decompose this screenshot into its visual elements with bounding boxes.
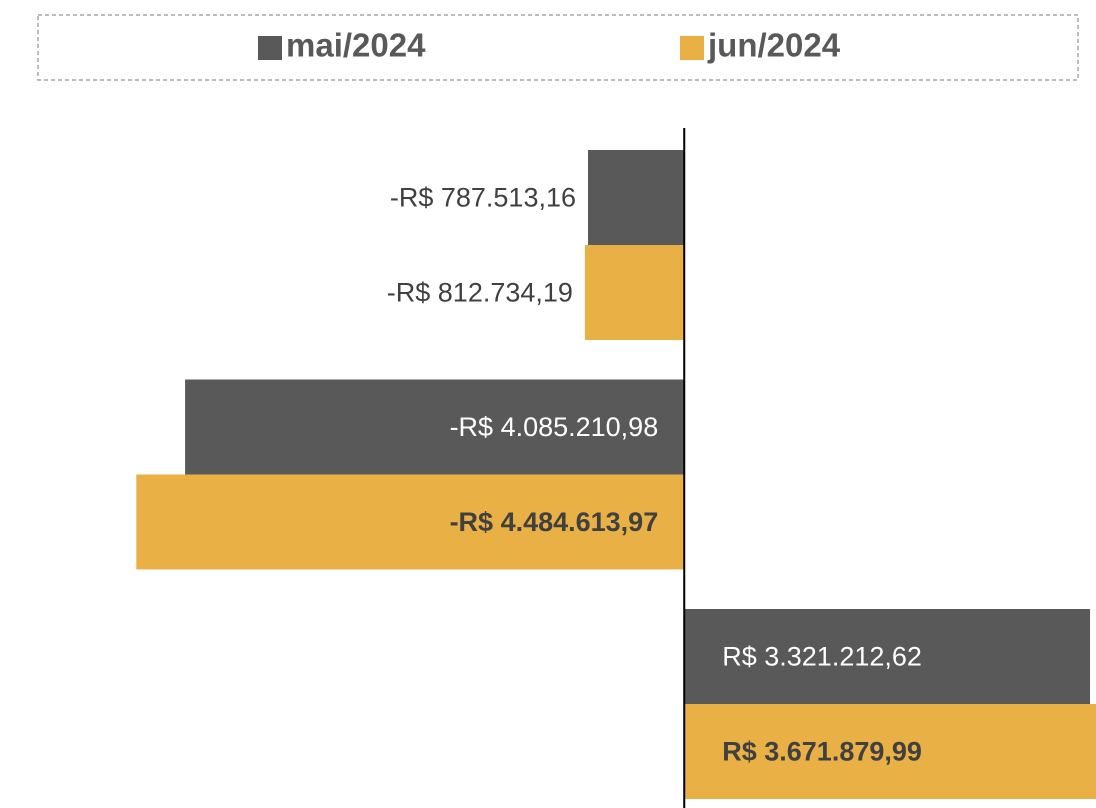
bar	[588, 150, 685, 245]
legend-swatch	[258, 36, 282, 60]
bar	[684, 609, 1091, 704]
bar	[185, 379, 685, 475]
bar	[684, 704, 1096, 799]
legend-swatch	[680, 36, 704, 60]
legend-box	[37, 14, 1079, 81]
bar	[584, 245, 685, 340]
data-label: -R$ 4.085.210,98	[450, 412, 659, 442]
data-label: R$ 3.671.879,99	[722, 737, 922, 767]
data-label: -R$ 787.513,16	[390, 183, 576, 213]
data-label: -R$ 812.734,19	[387, 278, 573, 308]
legend-label: jun/2024	[707, 27, 841, 64]
legend-label: mai/2024	[286, 27, 426, 64]
data-label: -R$ 4.484.613,97	[450, 507, 659, 537]
bar	[136, 474, 685, 570]
data-label: R$ 3.321.212,62	[722, 642, 922, 672]
